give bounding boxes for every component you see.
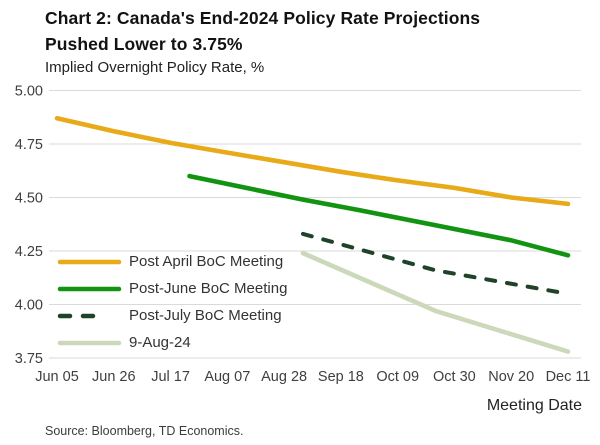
x-axis-label: Meeting Date xyxy=(486,397,582,414)
x-tick-label: Oct 30 xyxy=(433,369,476,385)
x-tick-label: Nov 20 xyxy=(488,369,534,385)
legend-label-post-june: Post-June BoC Meeting xyxy=(129,280,288,297)
y-axis-unit-label: Implied Overnight Policy Rate, % xyxy=(45,59,265,76)
y-tick-label: 5.00 xyxy=(15,84,43,100)
series-line-post-april-boc-meeting xyxy=(54,116,571,207)
chart-legend: Post April BoC Meeting Post-June BoC Mee… xyxy=(57,248,287,356)
y-tick-label: 4.25 xyxy=(15,244,43,260)
source-note: Source: Bloomberg, TD Economics. xyxy=(45,424,244,438)
legend-item-9-aug-24: 9-Aug-24 xyxy=(57,329,287,356)
x-tick-label: Sep 18 xyxy=(318,369,364,385)
y-tick-label: 3.75 xyxy=(15,351,43,367)
chart-title: Chart 2: Canada's End-2024 Policy Rate P… xyxy=(45,5,585,57)
legend-item-post-july: Post-July BoC Meeting xyxy=(57,302,287,329)
x-tick-label: Aug 28 xyxy=(261,369,307,385)
y-tick-label: 4.00 xyxy=(15,298,43,314)
x-tick-label: Dec 11 xyxy=(546,369,591,385)
legend-item-post-june: Post-June BoC Meeting xyxy=(57,275,287,302)
legend-swatch-post-june xyxy=(57,286,122,291)
chart-title-line1: Chart 2: Canada's End-2024 Policy Rate P… xyxy=(45,8,481,28)
legend-swatch-post-april xyxy=(57,259,122,264)
y-tick-label: 4.50 xyxy=(15,191,43,207)
series-line-post-july-boc-meeting xyxy=(301,231,570,296)
legend-label-post-july: Post-July BoC Meeting xyxy=(129,307,282,324)
x-tick-label: Aug 07 xyxy=(204,369,250,385)
legend-label-9-aug-24: 9-Aug-24 xyxy=(129,334,191,351)
chart-title-line2: Pushed Lower to 3.75% xyxy=(45,34,243,54)
series-line-9-aug-24 xyxy=(300,250,571,354)
legend-item-post-april: Post April BoC Meeting xyxy=(57,248,287,275)
x-tick-label: Oct 09 xyxy=(376,369,419,385)
x-tick-label: Jul 17 xyxy=(151,369,190,385)
series-line-post-june-boc-meeting xyxy=(187,173,571,258)
legend-swatch-9-aug-24 xyxy=(57,340,122,345)
y-tick-label: 4.75 xyxy=(15,137,43,153)
legend-swatch-post-july xyxy=(57,313,96,318)
legend-label-post-april: Post April BoC Meeting xyxy=(129,253,284,270)
x-tick-label: Jun 05 xyxy=(35,369,79,385)
x-tick-label: Jun 26 xyxy=(92,369,136,385)
